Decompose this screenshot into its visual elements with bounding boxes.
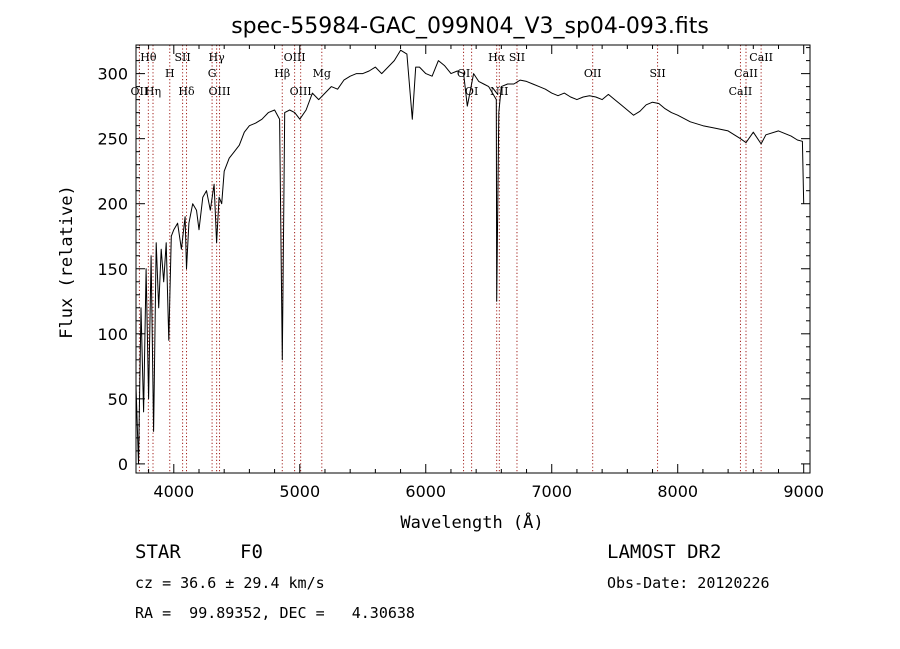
line-marker-label-8: OIII xyxy=(208,85,230,98)
spectrum-series-line-0 xyxy=(135,49,805,465)
line-marker-label-19: SII xyxy=(649,67,665,80)
line-marker-label-4: SII xyxy=(174,51,190,64)
y-tick-label: 50 xyxy=(108,390,128,409)
y-axis-label: Flux (relative) xyxy=(57,185,77,339)
line-marker-label-20: CaII xyxy=(749,51,773,64)
object-class: STAR xyxy=(135,541,181,563)
line-marker-label-15: Hα xyxy=(488,51,506,64)
y-tick-label: 100 xyxy=(97,325,128,344)
observation-date: Obs-Date: 20120226 xyxy=(607,574,770,592)
survey-name: LAMOST DR2 xyxy=(607,541,722,563)
line-marker-label-3: H xyxy=(165,67,175,80)
y-tick-label: 300 xyxy=(97,65,128,84)
x-tick-label: 8000 xyxy=(657,482,698,501)
line-marker-label-7: G xyxy=(208,67,217,80)
line-marker-label-6: Hγ xyxy=(209,51,226,64)
redshift-cz: cz = 36.6 ± 29.4 km/s xyxy=(135,574,325,592)
axis-layer: 4000 5000 6000 7000 8000 9000 0 50 100 150 200 250 3… xyxy=(97,44,824,501)
y-tick-label: 150 xyxy=(97,260,128,279)
line-marker-label-18: OII xyxy=(584,67,602,80)
line-marker-label-11: Mg xyxy=(313,67,331,80)
line-marker-label-17: NII xyxy=(490,85,508,98)
x-tick-label: 4000 xyxy=(153,482,194,501)
y-tick-label: 0 xyxy=(118,455,128,474)
object-subclass: F0 xyxy=(240,541,263,563)
line-marker-label-12: OIII xyxy=(290,85,312,98)
x-tick-label: 6000 xyxy=(405,482,446,501)
line-marker-label-10: Hβ xyxy=(274,67,290,80)
plot-frame xyxy=(135,44,811,474)
y-tick-label: 250 xyxy=(97,130,128,149)
line-marker-label-14: OI xyxy=(465,85,478,98)
coordinates: RA = 99.89352, DEC = 4.30638 xyxy=(135,604,415,622)
y-tick-label: 200 xyxy=(97,195,128,214)
line-marker-label-5: Hδ xyxy=(178,85,195,98)
x-tick-label: 7000 xyxy=(531,482,572,501)
plot-layer xyxy=(135,49,805,465)
chart-title: spec-55984-GAC_099N04_V3_sp04-093.fits xyxy=(231,14,709,39)
line-marker-label-0: Hθ xyxy=(140,51,157,64)
line-marker-label-21: CaII xyxy=(734,67,758,80)
line-marker-label-1: OII xyxy=(131,85,149,98)
x-axis-label: Wavelength (Å) xyxy=(400,511,543,533)
line-marker-label-9: OIII xyxy=(284,51,306,64)
x-tick-label: 5000 xyxy=(279,482,320,501)
line-marker-label-22: CaII xyxy=(729,85,753,98)
line-marker-label-16: SII xyxy=(509,51,525,64)
x-tick-label: 9000 xyxy=(783,482,824,501)
line-marker-label-2: Hη xyxy=(145,85,161,98)
